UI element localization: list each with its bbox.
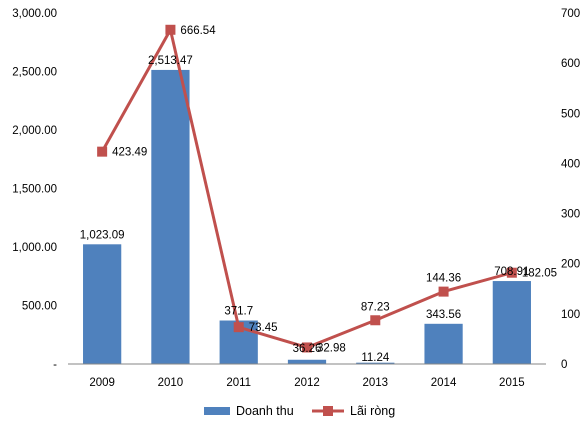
legend: Doanh thu Lãi ròng	[204, 404, 395, 418]
x-tick-label: 2014	[431, 377, 457, 389]
net-profit-data-label: 87.23	[361, 301, 390, 313]
revenue-data-label: 1,023.09	[80, 229, 125, 241]
x-tick-label: 2012	[294, 377, 320, 389]
right-tick-label: 500	[561, 108, 580, 120]
net-profit-marker	[233, 322, 244, 333]
legend-profit-label: Lãi ròng	[350, 404, 395, 418]
x-tick-label: 2009	[89, 377, 115, 389]
right-tick-label: 100	[561, 309, 580, 321]
net-profit-data-label: 144.36	[426, 273, 461, 285]
revenue-data-label: 11.24	[361, 352, 390, 364]
revenue-data-labels: 1,023.09 2,513.47 371.7 36.26 11.24 343.56 708…	[80, 55, 530, 364]
revenue-bar	[151, 69, 190, 364]
revenue-data-label: 343.56	[426, 309, 461, 321]
revenue-data-label: 371.7	[224, 306, 253, 318]
right-tick-label: 600	[561, 58, 580, 70]
legend-revenue-swatch	[204, 407, 230, 415]
right-tick-label: 200	[561, 259, 580, 271]
revenue-data-label: 2,513.47	[148, 55, 193, 67]
x-tick-label: 2013	[362, 377, 388, 389]
revenue-bar	[424, 323, 463, 364]
revenue-bar	[356, 362, 395, 364]
right-tick-label: 700	[561, 8, 580, 20]
x-tick-label: 2011	[226, 377, 251, 389]
legend-revenue-label: Doanh thu	[236, 404, 294, 418]
left-axis-ticks: - 500.00 1,000.00 1,500.00 2,000.00 2,500.00 3…	[12, 8, 57, 371]
left-tick-label: 500.00	[22, 301, 57, 313]
left-tick-label: 1,000.00	[12, 242, 57, 254]
legend-profit-marker	[323, 406, 333, 416]
x-axis-ticks: 2009 2010 2011 2012 2013 2014 2015	[89, 377, 524, 389]
net-profit-data-label: 73.45	[249, 322, 278, 334]
net-profit-marker	[506, 267, 517, 278]
net-profit-data-labels: 423.49 666.54 73.45 32.98 87.23 144.36 182.05	[112, 25, 557, 355]
net-profit-data-label: 32.98	[317, 342, 346, 354]
revenue-bar	[287, 359, 327, 364]
revenue-bar	[492, 281, 531, 364]
left-tick-label: 1,500.00	[12, 184, 57, 196]
net-profit-marker	[165, 24, 176, 35]
net-profit-marker	[302, 342, 312, 353]
revenue-data-label: 36.26	[293, 343, 322, 355]
revenue-data-label: 708.91	[494, 266, 529, 278]
right-tick-label: 400	[561, 158, 580, 170]
revenue-bars	[83, 69, 531, 364]
x-tick-label: 2010	[158, 377, 184, 389]
net-profit-data-label: 182.05	[522, 268, 557, 280]
right-tick-label: 0	[561, 359, 567, 371]
x-tick-label: 2015	[499, 377, 525, 389]
left-tick-label: 3,000.00	[12, 8, 57, 20]
net-profit-marker	[438, 286, 449, 297]
net-profit-marker	[97, 146, 108, 157]
left-tick-label: -	[53, 359, 57, 371]
net-profit-data-label: 423.49	[112, 147, 147, 159]
net-profit-line	[97, 24, 517, 353]
left-tick-label: 2,000.00	[12, 125, 57, 137]
right-axis-ticks: 0 100 200 300 400 500 600 700	[561, 8, 580, 371]
revenue-bar	[83, 244, 122, 364]
net-profit-data-label: 666.54	[180, 25, 216, 37]
right-tick-label: 300	[561, 209, 580, 221]
net-profit-marker	[370, 315, 381, 326]
left-tick-label: 2,500.00	[12, 67, 57, 79]
